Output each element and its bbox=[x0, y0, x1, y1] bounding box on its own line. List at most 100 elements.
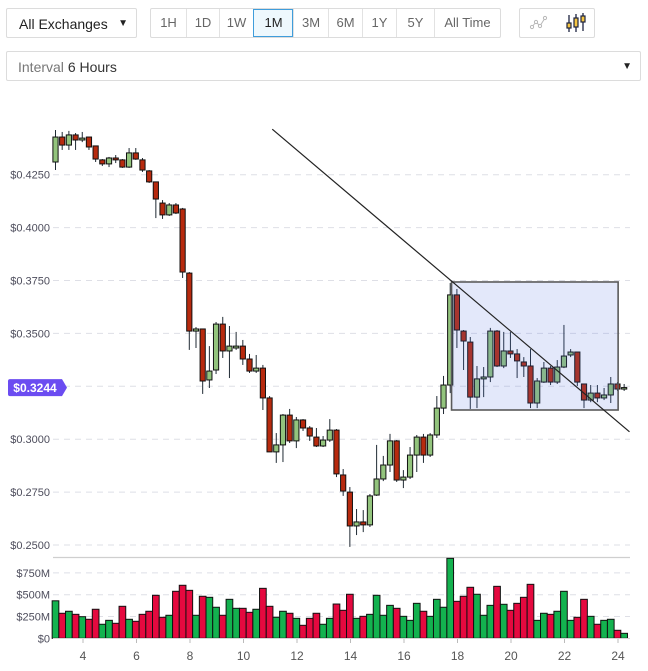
volume-bar-up bbox=[225, 598, 234, 639]
caret-down-icon: ▼ bbox=[622, 61, 632, 72]
line-chart-icon bbox=[529, 15, 547, 30]
range-button-6m[interactable]: 6M bbox=[328, 9, 362, 37]
exchange-select[interactable]: All Exchanges ▼ bbox=[6, 8, 137, 38]
volume-bar-down bbox=[85, 618, 93, 639]
volume-bar-down bbox=[506, 609, 515, 639]
candle-down bbox=[239, 345, 246, 360]
candle-up bbox=[65, 134, 72, 146]
volume-bar-down bbox=[593, 623, 602, 639]
x-axis-label: 16 bbox=[397, 649, 411, 663]
price-axis-label: $0.4000 bbox=[10, 223, 50, 235]
candlestick-icon bbox=[565, 13, 586, 32]
candle-down bbox=[527, 365, 534, 404]
candle-down bbox=[580, 383, 588, 401]
range-button-1w[interactable]: 1W bbox=[219, 9, 253, 37]
volume-bar-up bbox=[232, 607, 240, 639]
volume-bar-up bbox=[212, 606, 220, 639]
volume-bar-up bbox=[479, 614, 488, 639]
candle-up bbox=[473, 378, 481, 398]
volume-bar-down bbox=[513, 602, 521, 639]
volume-bar-down bbox=[519, 596, 528, 639]
volume-bar-down bbox=[419, 610, 428, 639]
volume-bar-up bbox=[366, 613, 374, 639]
candle-up bbox=[253, 367, 260, 372]
rectangle-annotation bbox=[450, 281, 619, 411]
range-button-1y[interactable]: 1Y bbox=[362, 9, 396, 37]
volume-bar-up bbox=[586, 615, 595, 639]
candle-down bbox=[299, 419, 307, 429]
volume-bar-up bbox=[65, 610, 73, 639]
candle-up bbox=[540, 367, 547, 383]
volume-bar-up bbox=[205, 596, 214, 639]
candle-up bbox=[226, 345, 233, 352]
volume-bar-up bbox=[125, 618, 133, 639]
candle-up bbox=[406, 454, 414, 478]
range-button-1d[interactable]: 1D bbox=[186, 9, 219, 37]
price-axis-label: $0.3750 bbox=[10, 276, 50, 288]
candle-up bbox=[440, 384, 447, 409]
volume-bar-up bbox=[379, 614, 388, 639]
candle-up bbox=[105, 157, 113, 165]
range-button-5y[interactable]: 5Y bbox=[396, 9, 434, 37]
volume-bar-up bbox=[606, 618, 615, 639]
candlestick-chart-button[interactable] bbox=[557, 9, 594, 37]
line-chart-button[interactable] bbox=[520, 9, 557, 37]
candle-down bbox=[172, 204, 180, 214]
volume-bar-up bbox=[566, 619, 575, 639]
volume-bar-up bbox=[325, 617, 334, 639]
volume-bar-down bbox=[339, 609, 348, 639]
price-chart[interactable]: $0.4250 $0.4000 $0.3750 $0.3500 $0.3000 $0.27… bbox=[0, 90, 648, 671]
candle-up bbox=[600, 394, 608, 399]
volume-bar-up bbox=[486, 604, 495, 639]
range-button-1h[interactable]: 1H bbox=[160, 15, 177, 30]
x-axis-label: 20 bbox=[504, 649, 518, 663]
candle-up bbox=[206, 370, 213, 381]
candle-up bbox=[326, 429, 333, 441]
volume-bar-down bbox=[91, 608, 100, 639]
price-axis-label: $0.4250 bbox=[10, 170, 50, 182]
candle-down bbox=[179, 208, 186, 273]
volume-bar-down bbox=[546, 613, 555, 639]
candle-up bbox=[52, 136, 59, 163]
volume-bar-down bbox=[285, 612, 294, 639]
range-button-3m[interactable]: 3M bbox=[293, 9, 328, 37]
range-button-1m[interactable]: 1M bbox=[253, 9, 293, 37]
candle-up bbox=[386, 440, 394, 466]
candle-down bbox=[99, 159, 106, 165]
volume-bar-down bbox=[118, 605, 127, 639]
candle-down bbox=[59, 136, 66, 146]
volume-bar-down bbox=[172, 590, 180, 639]
candle-up bbox=[366, 495, 374, 526]
volume-bar-down bbox=[138, 613, 147, 639]
x-axis-label: 6 bbox=[133, 649, 140, 663]
volume-bar-down bbox=[265, 605, 274, 639]
candle-up bbox=[320, 439, 327, 447]
candle-down bbox=[346, 491, 353, 527]
volume-bar-down bbox=[58, 612, 67, 639]
candle-down bbox=[594, 392, 601, 399]
interval-select[interactable]: Interval 6 Hours ▼ bbox=[6, 51, 641, 81]
candle-down bbox=[186, 272, 193, 332]
candle-up bbox=[380, 464, 387, 480]
volume-bar-up bbox=[412, 602, 421, 639]
volume-bar-up bbox=[78, 616, 87, 639]
volume-bar-up bbox=[292, 617, 301, 639]
volume-bar-up bbox=[540, 612, 548, 639]
volume-axis-label: $750M bbox=[16, 568, 50, 580]
volume-bar-down bbox=[145, 610, 153, 639]
candle-down bbox=[453, 294, 460, 331]
candle-up bbox=[433, 407, 440, 436]
volume-bar-up bbox=[432, 598, 441, 639]
volume-bar-down bbox=[185, 589, 194, 639]
candle-up bbox=[560, 355, 568, 368]
volume-bar-down bbox=[392, 607, 401, 639]
candle-down bbox=[420, 436, 427, 456]
volume-bar-down bbox=[346, 593, 354, 639]
volume-bar-up bbox=[192, 614, 200, 639]
candle-up bbox=[353, 521, 360, 527]
volume-bar-up bbox=[446, 557, 455, 639]
range-button-all-time[interactable]: All Time bbox=[434, 9, 500, 37]
candle-up bbox=[373, 478, 380, 496]
candle-up bbox=[480, 376, 487, 380]
